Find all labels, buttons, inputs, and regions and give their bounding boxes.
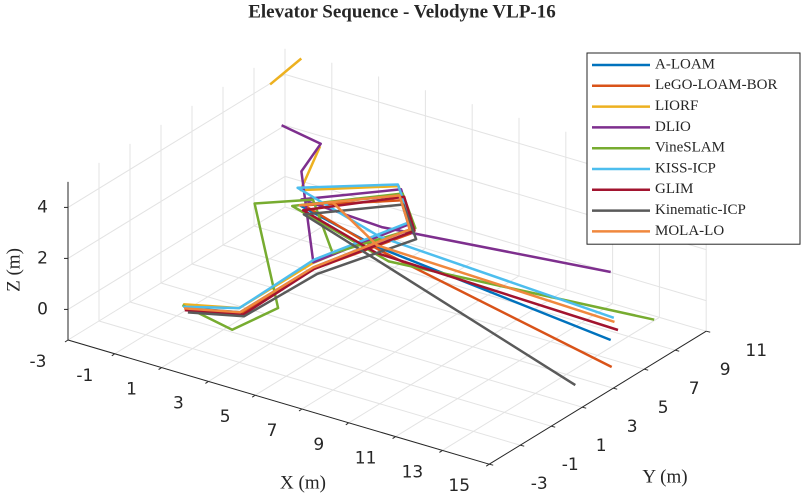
z-tick-label: 4 xyxy=(37,197,48,217)
y-axis xyxy=(488,330,707,465)
z-tick-label: 2 xyxy=(37,248,48,268)
grid-line xyxy=(284,206,707,332)
z-tick-label: 0 xyxy=(37,299,48,319)
grid-line xyxy=(253,225,676,351)
x-tick-label: 11 xyxy=(355,449,377,469)
x-tick-label: 9 xyxy=(313,435,324,455)
x-tick xyxy=(64,339,69,343)
grid-line xyxy=(67,206,286,341)
grid-line xyxy=(348,289,567,424)
trajectory xyxy=(184,194,612,342)
x-tick-label: -1 xyxy=(76,366,93,386)
grid-line xyxy=(254,261,473,396)
z-axis-label: Z (m) xyxy=(3,248,24,292)
legend-label: GLIM xyxy=(655,181,693,197)
y-tick-label: 7 xyxy=(689,379,700,399)
y-tick-label: 1 xyxy=(596,436,607,456)
trajectory xyxy=(183,183,615,319)
legend-label: Kinematic-ICP xyxy=(655,202,746,218)
chart-title: Elevator Sequence - Velodyne VLP-16 xyxy=(248,1,556,22)
x-tick-label: 7 xyxy=(267,421,278,441)
x-axis-label: X (m) xyxy=(280,472,326,493)
x-tick-label: -3 xyxy=(30,352,47,372)
grid-line xyxy=(284,175,707,302)
trajectory xyxy=(183,194,615,324)
x-tick-label: 5 xyxy=(220,407,231,427)
legend-label: LIORF xyxy=(655,98,698,114)
grid-line xyxy=(67,175,286,310)
legend-label: KISS-ICP xyxy=(655,160,716,176)
grid-line xyxy=(301,275,520,410)
grid-line xyxy=(191,263,614,389)
y-tick xyxy=(706,330,711,333)
y-axis-label: Y (m) xyxy=(642,466,687,487)
legend: A-LOAM LeGO-LOAM-BOR LIORF DLIO VineSLAM KISS… xyxy=(586,52,801,245)
y-tick-label: 3 xyxy=(627,417,638,437)
grid-line xyxy=(98,320,521,446)
legend-label: DLIO xyxy=(655,119,691,135)
y-tick-label: 11 xyxy=(745,341,767,361)
grid-line xyxy=(114,220,333,355)
y-tick-label: -1 xyxy=(562,455,579,475)
grid-line xyxy=(67,124,286,259)
legend-label: LeGO-LOAM-BOR xyxy=(655,77,777,93)
grid-line xyxy=(208,247,426,382)
x-tick-label: 13 xyxy=(402,462,424,482)
trajectory xyxy=(184,195,619,332)
grid-line xyxy=(395,303,613,438)
legend-label: A-LOAM xyxy=(655,56,715,72)
y-tick-label: -3 xyxy=(531,474,548,494)
grid-line xyxy=(129,301,552,427)
x-axis xyxy=(67,339,490,465)
grid-line xyxy=(160,282,583,408)
grid-line xyxy=(67,73,286,208)
y-tick-label: 5 xyxy=(658,398,669,418)
legend-label: MOLA-LO xyxy=(655,223,724,239)
x-tick-label: 15 xyxy=(448,476,470,496)
x-tick-label: 3 xyxy=(173,393,184,413)
legend-label: VineSLAM xyxy=(655,140,725,156)
trajectory xyxy=(187,203,576,387)
plot-area xyxy=(181,57,655,387)
y-tick-label: 9 xyxy=(720,360,731,380)
grid-line xyxy=(442,316,660,451)
x-tick-label: 1 xyxy=(126,380,137,400)
